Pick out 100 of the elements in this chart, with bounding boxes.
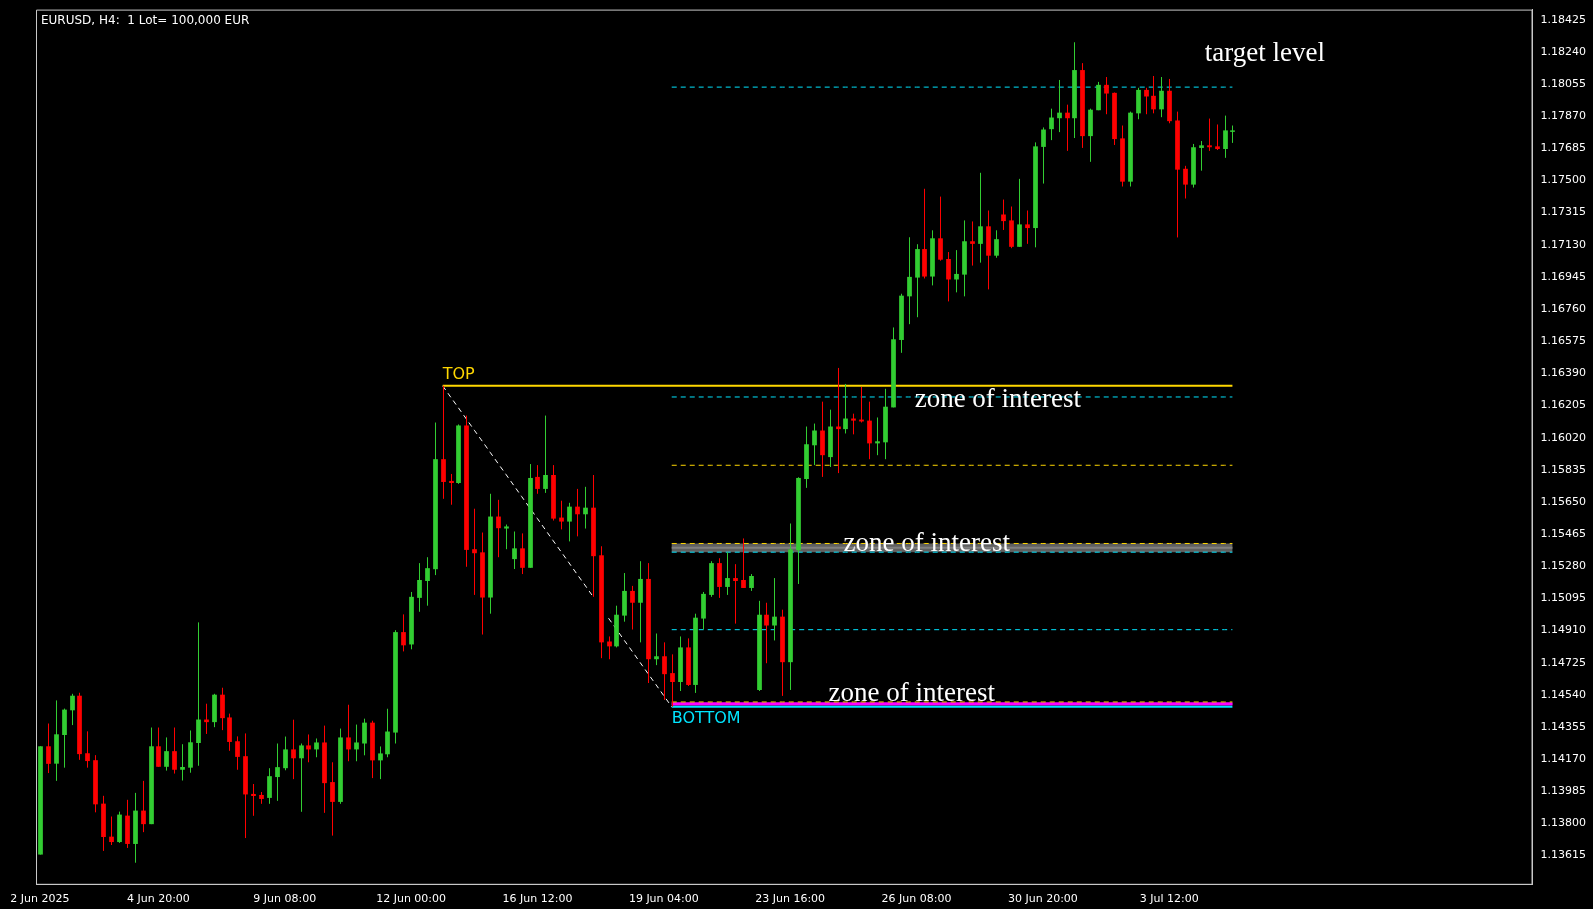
y-tick-label: 1.14170 [1540,752,1587,766]
y-tick-label: 1.16205 [1540,398,1587,412]
candlestick [141,780,146,833]
candlestick [638,560,643,643]
candlestick [867,401,872,460]
candlestick [314,737,319,758]
candlestick [306,733,311,763]
candlestick [583,486,588,530]
candlestick [1065,104,1070,152]
candlestick [512,530,517,570]
candlestick [812,423,817,466]
candlestick [362,718,367,756]
y-tick-label: 1.18240 [1540,44,1587,58]
x-tick-label: 2 Jun 2025 [10,892,70,906]
candlestick [654,633,659,666]
series-label: BOTTOM [671,708,741,727]
y-tick-label: 1.15465 [1540,526,1587,540]
candlestick [1049,108,1054,141]
y-tick-label: 1.16575 [1540,334,1587,348]
series-label: TOP [441,364,476,384]
y-tick-label: 1.15280 [1540,559,1587,573]
candlestick [978,172,983,264]
y-tick-label: 1.16390 [1540,366,1587,380]
y-tick-label: 1.14910 [1540,623,1587,637]
candlestick [401,613,406,652]
candlestick [85,730,90,769]
candlestick [907,236,912,325]
candlestick [970,220,975,267]
candlestick [156,727,161,768]
candlestick [946,251,951,302]
candlestick [417,562,422,613]
y-tick-label: 1.15095 [1540,591,1587,605]
x-tick-label: 30 Jun 20:00 [1007,892,1078,906]
candlestick [535,464,540,495]
annotation: zone of interest [828,677,996,708]
annotation: zone of interest [843,526,1011,557]
y-tick-label: 1.17500 [1540,173,1587,187]
candlestick [1223,115,1228,159]
candlestick [662,641,667,701]
candlestick [764,602,769,664]
candlestick [1017,178,1022,248]
candlestick [275,743,280,802]
candlestick [196,621,201,767]
candlestick [741,537,746,589]
candlestick [875,416,880,456]
candlestick [180,743,185,782]
candlestick [575,488,580,537]
candlestick [472,508,477,596]
candlestick [235,735,240,771]
x-tick-label: 19 Jun 04:00 [628,892,699,906]
x-tick-label: 16 Jun 12:00 [502,892,573,906]
y-tick-label: 1.17685 [1540,141,1587,155]
candlestick [283,736,288,771]
candlestick [449,473,454,506]
annotation: zone of interest [914,383,1082,414]
candlestick [291,719,296,780]
y-tick-label: 1.13615 [1540,848,1587,862]
x-tick-label: 4 Jun 20:00 [126,892,190,906]
candlestick [220,687,225,731]
candlestick [46,723,51,774]
candlestick [385,708,390,758]
candlestick [354,724,359,762]
candlestick [559,500,564,530]
candlestick [504,524,509,550]
y-tick-label: 1.15835 [1540,462,1587,476]
candlestick [994,229,999,259]
candlestick [725,551,730,596]
y-tick-label: 1.15650 [1540,494,1587,508]
candlestick [630,585,635,630]
y-tick-label: 1.13800 [1540,816,1587,830]
candlestick [733,563,738,625]
y-tick-label: 1.18425 [1540,12,1587,26]
candlestick [441,385,446,500]
candlestick [670,653,675,708]
y-tick-label: 1.14540 [1540,687,1587,701]
candlestick [330,761,335,837]
y-tick-label: 1.14355 [1540,719,1587,733]
candlestick [70,693,75,726]
candlestick [1136,87,1141,120]
candlestick [1144,87,1149,115]
annotation: target level [1204,36,1325,67]
candlestick [378,745,383,780]
candlestick [1001,199,1006,231]
x-tick-label: 9 Jun 08:00 [253,892,317,906]
y-tick-label: 1.16760 [1540,301,1587,315]
candlestick [567,502,572,542]
candlestick [251,783,256,817]
x-tick-label: 3 Jul 12:00 [1139,892,1199,906]
y-tick-label: 1.14725 [1540,655,1587,669]
y-tick-label: 1.17870 [1540,108,1587,122]
candlestick [1104,76,1109,115]
y-tick-label: 1.13985 [1540,784,1587,798]
chart-title: EURUSD, H4: 1 Lot= 100,000 EUR [41,12,250,27]
candlestick [851,413,856,435]
x-tick-label: 23 Jun 16:00 [755,892,826,906]
candlestick [1041,126,1046,185]
candlestick [172,727,177,775]
candlestick [299,743,304,813]
candlestick [717,557,722,599]
candlestick [1199,140,1204,172]
